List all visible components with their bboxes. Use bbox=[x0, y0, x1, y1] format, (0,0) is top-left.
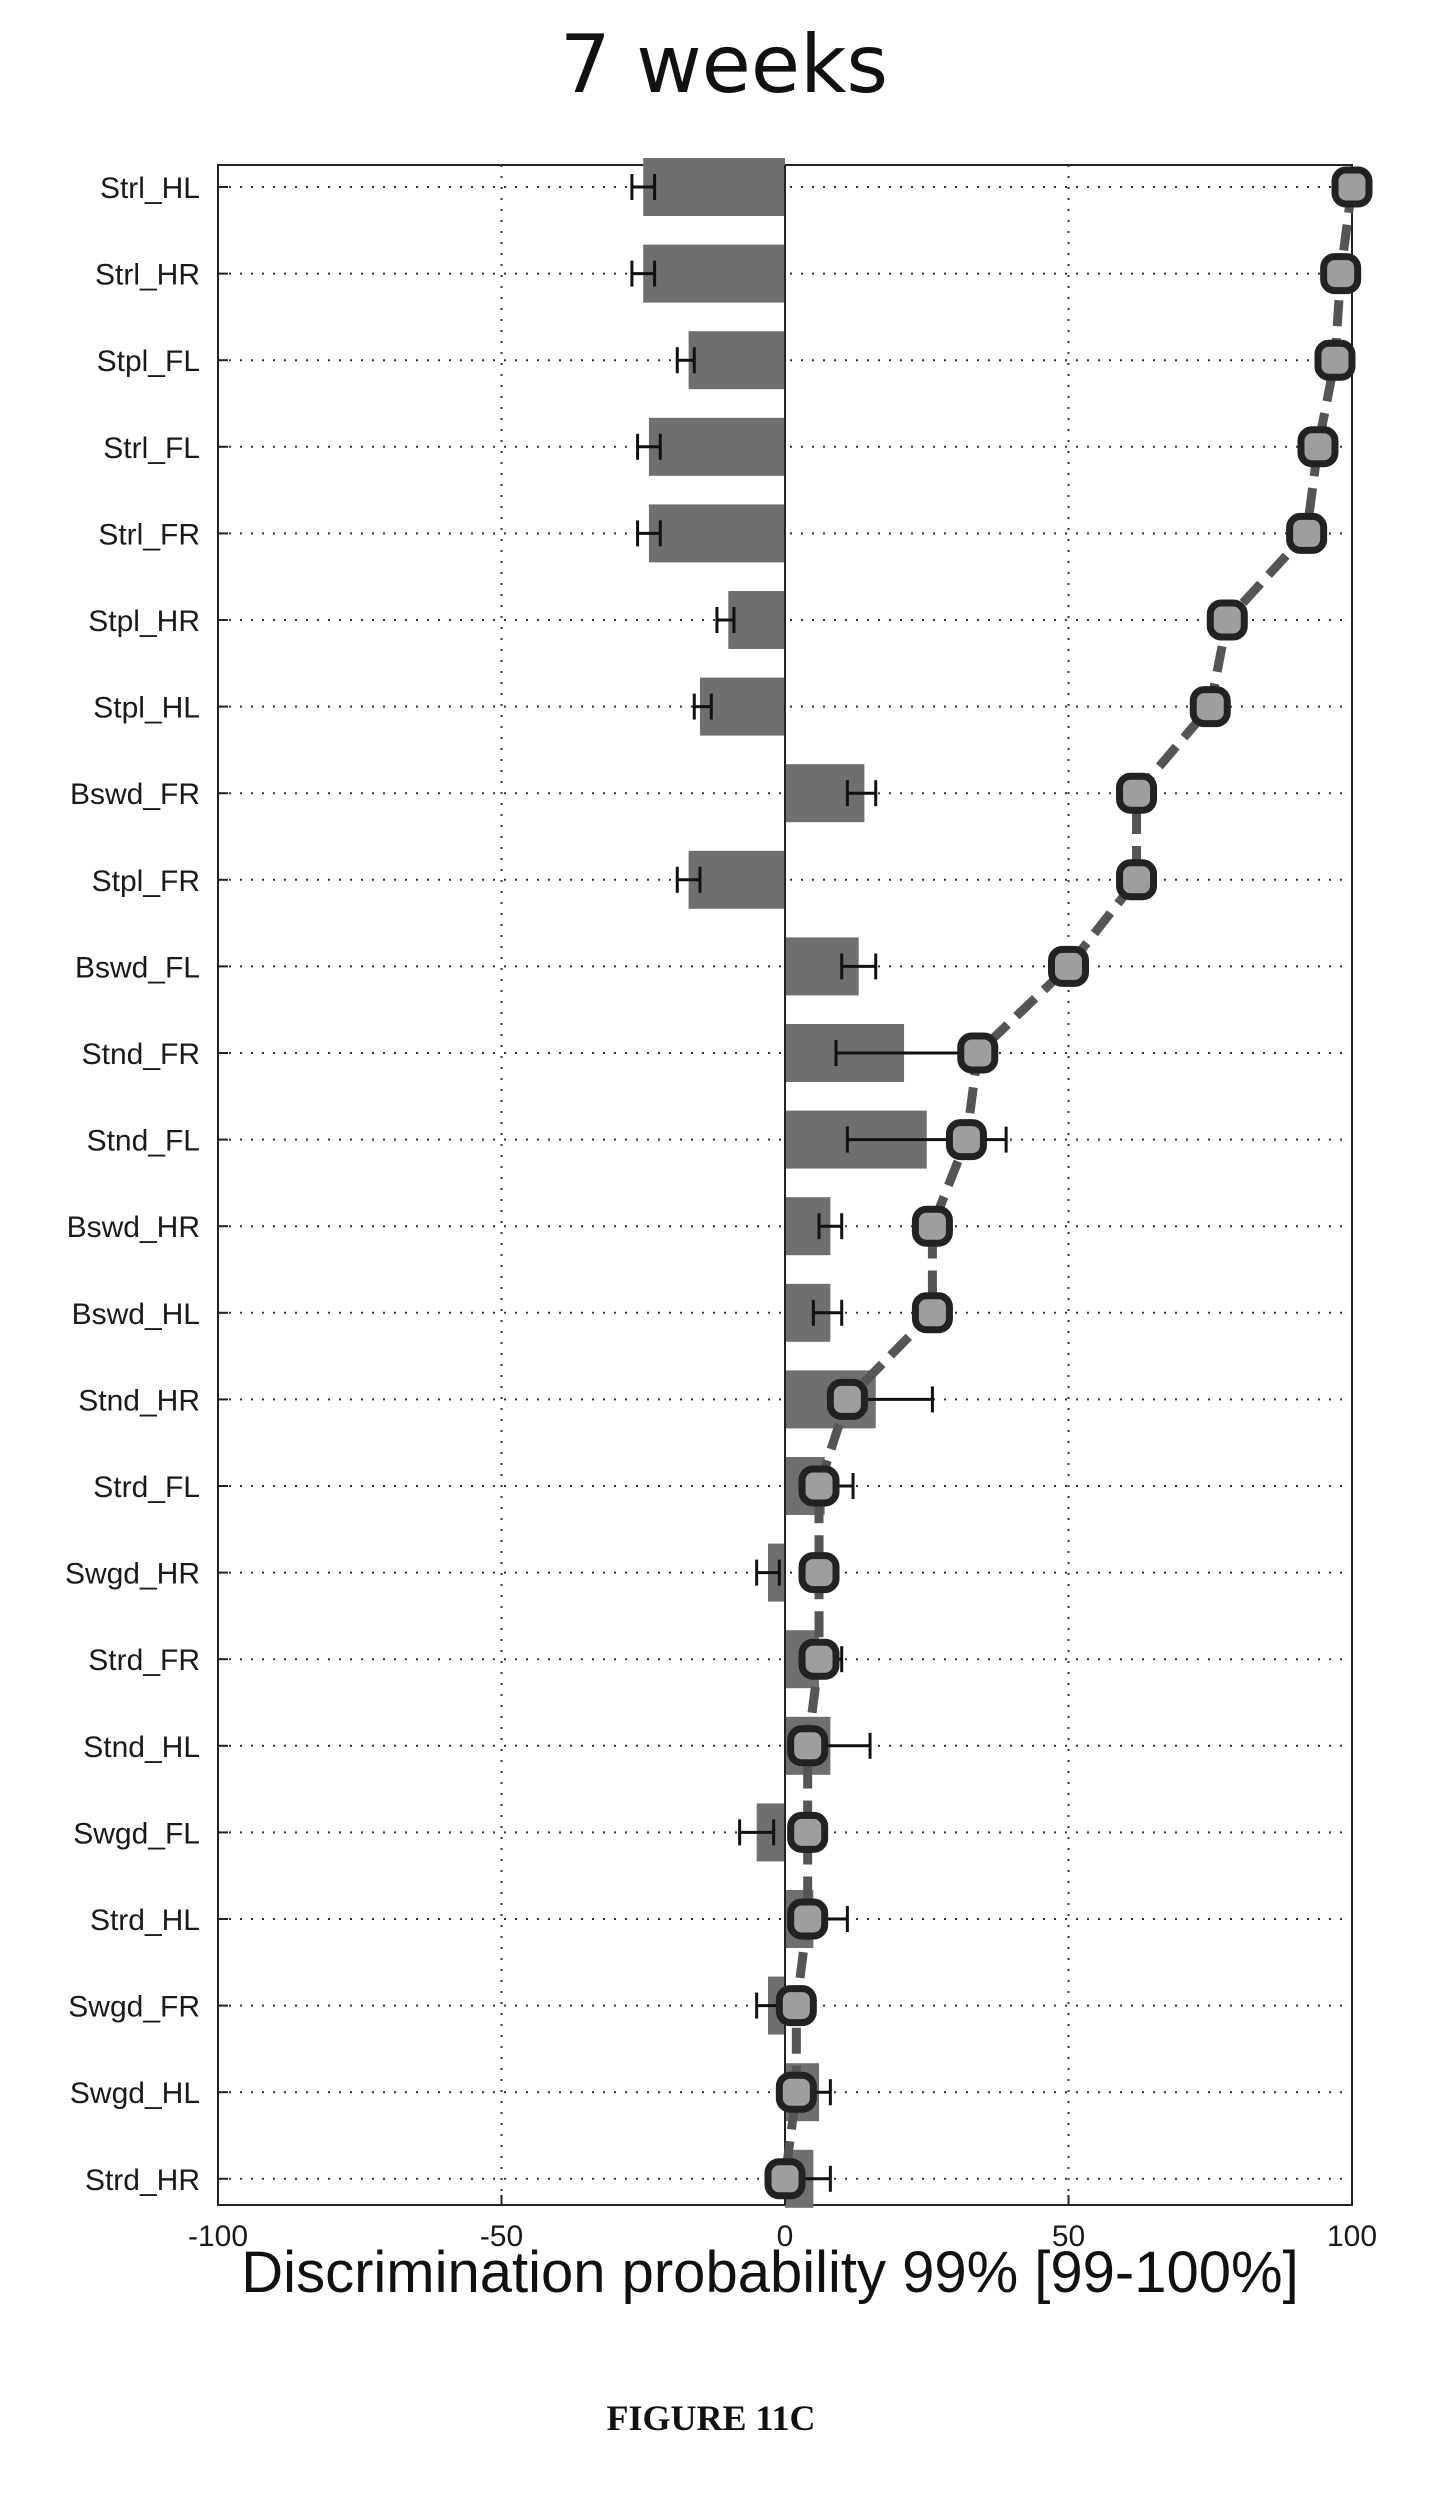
y-tick-label: Stnd_HL bbox=[83, 1731, 200, 1764]
y-tick-label: Bswd_HL bbox=[72, 1298, 200, 1331]
y-tick-label: Strd_FL bbox=[93, 1471, 200, 1504]
y-axis-labels: Strl_HL Strl_HR Stpl_FL Strl_FL Strl_FR Stpl_… bbox=[65, 172, 200, 2197]
data-point bbox=[1297, 426, 1339, 468]
data-point bbox=[798, 1552, 840, 1594]
plot-area bbox=[217, 158, 1373, 2208]
data-point bbox=[764, 2158, 806, 2200]
x-tick-label: 0 bbox=[777, 2220, 794, 2253]
error-bar bbox=[630, 260, 657, 287]
y-tick-label: Strl_FL bbox=[103, 432, 200, 465]
x-axis-labels: -100 -50 0 50 100 bbox=[188, 2220, 1377, 2253]
y-tick-label: Stpl_FL bbox=[97, 345, 200, 378]
error-bar bbox=[692, 693, 713, 720]
error-bar bbox=[636, 433, 662, 460]
bar bbox=[728, 591, 785, 649]
data-point bbox=[1206, 599, 1248, 641]
data-point bbox=[775, 2071, 817, 2113]
data-point bbox=[787, 1811, 829, 1853]
error-bar bbox=[715, 607, 736, 633]
data-point bbox=[798, 1638, 840, 1680]
y-tick-label: Strl_HR bbox=[95, 259, 200, 292]
data-point bbox=[1189, 686, 1231, 728]
bar bbox=[648, 504, 785, 563]
error-bar bbox=[817, 1213, 844, 1240]
data-point bbox=[826, 1378, 868, 1420]
error-bar bbox=[738, 1819, 776, 1846]
bar bbox=[643, 158, 785, 216]
data-point bbox=[798, 1465, 840, 1507]
x-tick-label: -100 bbox=[188, 2220, 248, 2253]
y-tick-label: Strd_FR bbox=[88, 1644, 200, 1677]
y-tick-label: Bswd_FR bbox=[70, 778, 200, 811]
data-point bbox=[911, 1205, 953, 1247]
y-tick-label: Strd_HL bbox=[90, 1904, 200, 1937]
y-tick-label: Stnd_HR bbox=[78, 1384, 200, 1417]
y-tick-label: Swgd_FR bbox=[68, 1991, 200, 2024]
data-point bbox=[911, 1292, 953, 1334]
data-point bbox=[1320, 253, 1362, 295]
data-point bbox=[1314, 339, 1356, 381]
data-point bbox=[1116, 772, 1158, 814]
y-tick-label: Strd_HR bbox=[85, 2164, 200, 2197]
bar bbox=[688, 850, 785, 909]
error-bar bbox=[845, 780, 878, 807]
error-bar bbox=[630, 174, 657, 200]
data-point bbox=[1116, 859, 1158, 901]
error-bar bbox=[811, 1299, 844, 1326]
data-point bbox=[945, 1119, 987, 1161]
y-tick-label: Stpl_FR bbox=[92, 865, 200, 898]
error-bar bbox=[675, 347, 696, 374]
data-point bbox=[787, 1725, 829, 1767]
y-tick-label: Stnd_FR bbox=[82, 1038, 200, 1071]
figure-caption: FIGURE 11C bbox=[606, 2398, 815, 2438]
error-bar bbox=[755, 1559, 781, 1586]
y-tick-label: Swgd_HL bbox=[70, 2077, 200, 2110]
x-axis-label: Discrimination probability 99% [99-100%] bbox=[241, 2240, 1298, 2305]
y-tick-label: Bswd_FL bbox=[75, 951, 200, 984]
y-tick-label: Swgd_HR bbox=[65, 1558, 200, 1591]
y-tick-label: Strl_FR bbox=[98, 518, 200, 551]
x-tick-label: 100 bbox=[1327, 2220, 1377, 2253]
y-tick-label: Strl_HL bbox=[100, 172, 200, 205]
data-point bbox=[787, 1898, 829, 1940]
y-tick-label: Stpl_HR bbox=[88, 605, 200, 638]
error-bar bbox=[840, 953, 878, 980]
error-bar bbox=[675, 866, 702, 893]
data-point bbox=[1286, 512, 1328, 554]
bar bbox=[699, 677, 785, 736]
data-point bbox=[957, 1032, 999, 1074]
chart-title: 7 weeks bbox=[560, 18, 888, 111]
data-point bbox=[775, 1985, 817, 2027]
x-tick-label: 50 bbox=[1052, 2220, 1085, 2253]
x-tick-label: -50 bbox=[480, 2220, 523, 2253]
y-tick-label: Bswd_HR bbox=[67, 1211, 200, 1244]
y-tick-label: Stnd_FL bbox=[87, 1125, 200, 1158]
bar bbox=[688, 331, 785, 390]
data-point bbox=[1331, 166, 1373, 208]
bar bbox=[643, 244, 785, 303]
error-bar bbox=[636, 520, 662, 547]
y-tick-label: Swgd_FL bbox=[73, 1817, 200, 1850]
y-tick-label: Stpl_HL bbox=[93, 692, 200, 725]
bar bbox=[648, 417, 785, 476]
data-point bbox=[1048, 945, 1089, 987]
